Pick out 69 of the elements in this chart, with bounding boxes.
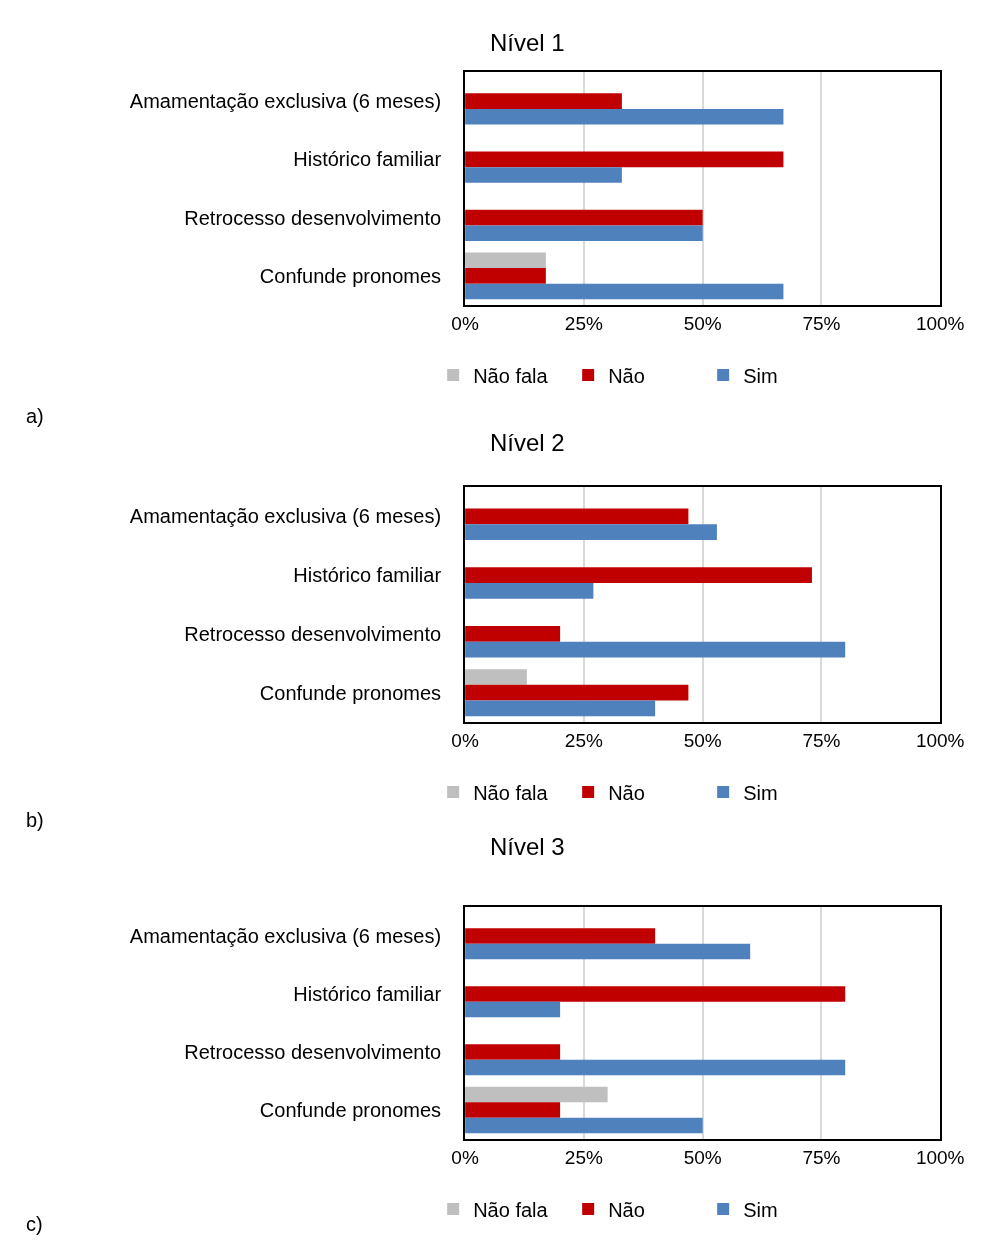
y-tick-label: Retrocesso desenvolvimento	[184, 206, 442, 229]
bar	[465, 1117, 703, 1134]
y-tick-label: Amamentação exclusiva (6 meses)	[129, 925, 442, 947]
legend-label: Não fala	[473, 781, 549, 804]
bar	[465, 1044, 561, 1060]
bar	[465, 1001, 561, 1018]
bar	[465, 508, 689, 525]
x-tick-label: 50%	[683, 729, 722, 751]
bar	[465, 669, 527, 685]
bar	[465, 684, 689, 701]
bar	[465, 700, 656, 717]
x-tick-label: 0%	[451, 312, 479, 334]
bar	[465, 641, 846, 658]
legend-label: Sim	[743, 1198, 778, 1221]
bar	[465, 1059, 846, 1076]
x-tick-label: 25%	[564, 729, 603, 751]
bar	[465, 268, 546, 284]
legend-label: Não	[608, 1198, 645, 1221]
bar	[465, 225, 703, 241]
x-tick-label: 75%	[802, 1146, 841, 1168]
bar	[465, 567, 812, 583]
y-tick-label: Histórico familiar	[293, 148, 442, 171]
legend-label: Não fala	[473, 1198, 549, 1221]
bar	[465, 582, 594, 599]
text: c)	[26, 1213, 43, 1235]
x-tick-label: 100%	[915, 1146, 965, 1168]
legend-label: Sim	[743, 781, 778, 804]
bar	[465, 93, 622, 109]
y-tick-label: Histórico familiar	[293, 983, 442, 1005]
bar	[465, 928, 656, 944]
x-tick-label: 100%	[915, 729, 965, 751]
y-tick-label: Amamentação exclusiva (6 meses)	[129, 505, 442, 528]
x-tick-label: 0%	[451, 1146, 479, 1168]
bar	[465, 1102, 561, 1118]
x-tick-label: 75%	[802, 312, 841, 334]
x-tick-label: 100%	[915, 312, 965, 334]
bar	[465, 626, 561, 642]
text: b)	[26, 809, 44, 831]
x-tick-label: 50%	[683, 1146, 722, 1168]
bar	[465, 524, 717, 540]
bar	[465, 108, 784, 125]
x-tick-label: 0%	[451, 729, 479, 751]
bar	[465, 167, 622, 183]
y-tick-label: Retrocesso desenvolvimento	[184, 622, 442, 645]
x-tick-label: 50%	[683, 312, 722, 334]
legend-label: Não	[608, 781, 645, 804]
bar	[465, 151, 784, 168]
bar	[465, 1086, 608, 1103]
x-tick-label: 25%	[564, 1146, 603, 1168]
chart-title: Nível 1	[490, 29, 565, 56]
x-tick-label: 25%	[564, 312, 603, 334]
y-tick-label: Confunde pronomes	[259, 1099, 442, 1121]
legend-label: Não	[608, 364, 645, 387]
bar	[465, 283, 784, 300]
x-tick-label: 75%	[802, 729, 841, 751]
bar	[465, 252, 546, 269]
chart-title: Nível 2	[490, 429, 565, 456]
legend-label: Sim	[743, 364, 778, 387]
bar	[465, 943, 751, 960]
bar	[465, 986, 846, 1002]
legend-label: Não fala	[473, 364, 549, 387]
y-tick-label: Confunde pronomes	[259, 681, 442, 704]
y-tick-label: Amamentação exclusiva (6 meses)	[129, 90, 442, 113]
text: a)	[26, 405, 44, 427]
y-tick-label: Histórico familiar	[293, 564, 442, 587]
bar	[465, 209, 703, 226]
y-tick-label: Confunde pronomes	[259, 264, 442, 287]
y-tick-label: Retrocesso desenvolvimento	[184, 1041, 442, 1063]
chart-title: Nível 3	[490, 833, 565, 860]
